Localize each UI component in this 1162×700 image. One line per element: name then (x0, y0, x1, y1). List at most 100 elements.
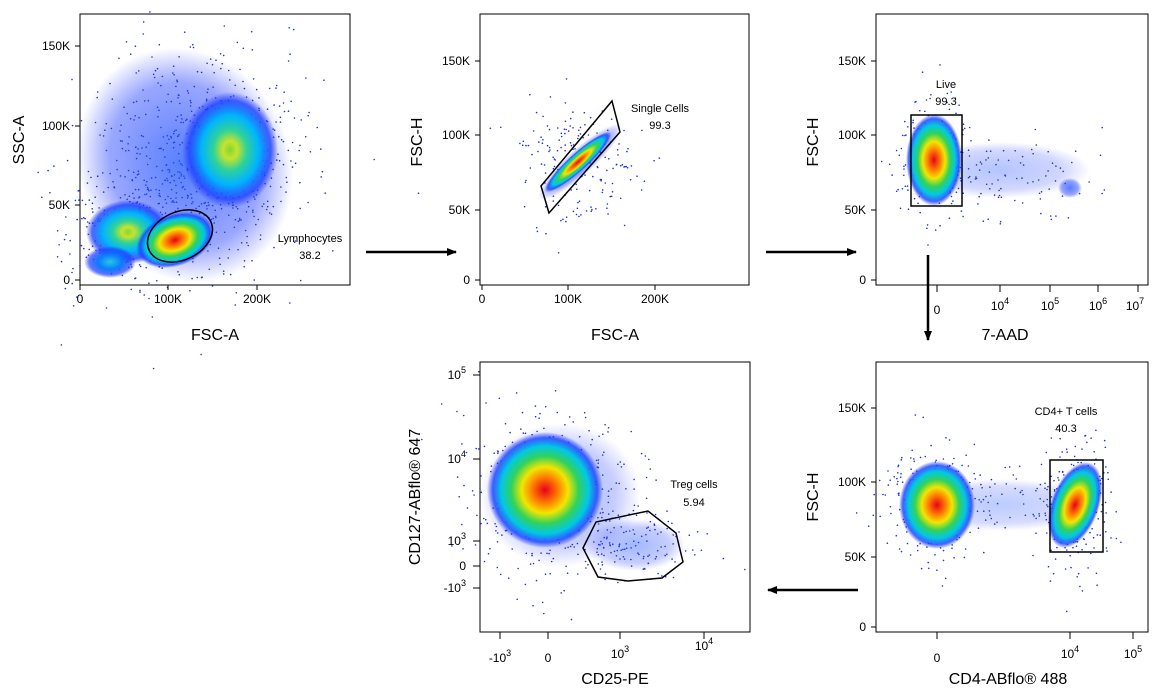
event-dot (888, 163, 891, 166)
y-tick-label: 0 (859, 620, 866, 634)
event-dot (645, 476, 648, 479)
event-dot (579, 126, 582, 129)
event-dot (373, 158, 376, 161)
event-dot (608, 158, 610, 160)
event-dot (604, 573, 607, 575)
event-dot (909, 554, 912, 556)
event-dot (253, 279, 256, 281)
event-dot (964, 548, 967, 550)
event-dot (974, 478, 976, 480)
event-dot (600, 180, 602, 182)
y-axis-label: SSC-A (11, 115, 28, 164)
event-dot (293, 117, 296, 119)
event-dot (304, 135, 307, 138)
event-dot (81, 199, 84, 202)
event-dot (473, 494, 475, 496)
event-dot (47, 169, 49, 172)
event-dot (565, 128, 567, 131)
live-gate (910, 114, 963, 207)
event-dot (1090, 552, 1092, 555)
event-dot (546, 144, 549, 147)
event-dot (896, 524, 899, 526)
gate-name-label: Lymphocytes (278, 233, 343, 245)
event-dot (560, 146, 562, 149)
event-dot (1065, 610, 1068, 613)
event-dot (1100, 510, 1103, 513)
event-dot (1072, 464, 1075, 467)
event-dot (1061, 471, 1064, 474)
event-dot (320, 148, 322, 150)
event-dot (1055, 215, 1057, 217)
event-dot (623, 129, 625, 132)
x-tick-label: 0 (934, 651, 941, 665)
event-dot (587, 134, 590, 136)
x-tick-label: 200K (641, 292, 669, 306)
event-dot (540, 163, 543, 165)
y-tick-label: 0 (859, 273, 866, 287)
event-dot (130, 288, 132, 291)
event-dot (630, 165, 633, 167)
event-dot (251, 49, 254, 51)
event-dot (917, 202, 919, 205)
event-dot (607, 431, 609, 433)
event-dot (962, 215, 964, 218)
event-dot (867, 525, 870, 527)
event-dot (577, 573, 579, 575)
x-ticks: 0 100K 200K (479, 285, 669, 306)
event-dot (948, 439, 951, 441)
event-dot (564, 132, 566, 135)
y-tick-label: 100K (838, 128, 866, 142)
event-dot (578, 200, 581, 202)
event-dot (485, 402, 487, 404)
event-dot (1092, 536, 1095, 539)
event-dot (910, 457, 912, 459)
event-dot (275, 84, 278, 87)
event-dot (623, 166, 625, 168)
event-dot (941, 585, 944, 587)
cd4-gate (1049, 459, 1104, 553)
event-dot (480, 475, 482, 477)
event-dot (1105, 547, 1108, 549)
x-axis-label: 7-AAD (981, 327, 1028, 344)
event-dot (907, 126, 909, 128)
event-dot (183, 31, 186, 33)
event-dot (570, 618, 573, 621)
event-dot (548, 128, 551, 131)
event-dot (617, 581, 619, 584)
gate-name-label: CD4+ T cells (1035, 406, 1098, 418)
event-dot (1040, 212, 1042, 215)
event-dot (904, 185, 907, 188)
event-dot (299, 279, 302, 282)
event-dot (148, 297, 150, 300)
event-dot (1115, 537, 1118, 540)
event-dot (78, 199, 80, 201)
event-dot (672, 576, 675, 579)
y-axis-label: FSC-H (805, 118, 822, 167)
event-dot (69, 239, 71, 242)
event-dot (1018, 465, 1021, 468)
event-dot (907, 208, 910, 210)
event-dot (577, 201, 579, 204)
event-dot (1050, 218, 1053, 221)
event-dot (934, 554, 936, 556)
event-dot (545, 232, 547, 235)
event-dot (529, 563, 532, 565)
y-axis-label: CD127-ABflo® 647 (407, 429, 424, 565)
panel-single-cells: Single Cells 99.3 0 100K 200K 0 50K 100K… (409, 13, 750, 344)
event-dot (41, 196, 43, 199)
event-dot (1103, 439, 1106, 442)
event-dot (60, 344, 63, 346)
event-dot (189, 289, 191, 292)
event-dot (565, 220, 567, 223)
event-dot (299, 207, 302, 210)
event-dot (88, 248, 90, 251)
event-dot (595, 208, 597, 210)
event-dot (585, 567, 587, 569)
event-dot (544, 573, 547, 575)
lymphocytes-gate (146, 209, 214, 263)
event-dot (292, 28, 295, 31)
event-dot (900, 550, 903, 553)
y-tick-label: 150K (838, 54, 866, 68)
event-dot (1105, 466, 1107, 468)
event-dot (234, 304, 237, 306)
